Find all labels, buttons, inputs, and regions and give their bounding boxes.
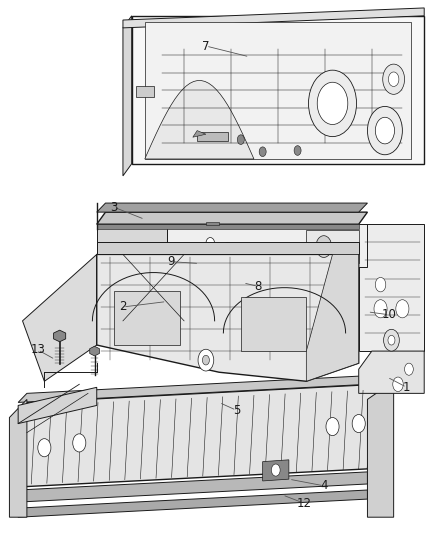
- Circle shape: [198, 349, 214, 371]
- Circle shape: [202, 356, 209, 365]
- Polygon shape: [132, 16, 424, 164]
- Text: 9: 9: [167, 255, 175, 268]
- Bar: [306, 230, 359, 263]
- Text: 7: 7: [202, 39, 210, 53]
- Circle shape: [206, 238, 215, 249]
- Text: 3: 3: [110, 201, 118, 214]
- Polygon shape: [18, 384, 376, 487]
- Circle shape: [237, 135, 244, 144]
- Text: 2: 2: [119, 301, 127, 313]
- Circle shape: [352, 415, 365, 433]
- Polygon shape: [97, 203, 367, 212]
- Circle shape: [38, 439, 51, 457]
- Circle shape: [336, 244, 346, 259]
- Circle shape: [326, 417, 339, 435]
- Text: 12: 12: [297, 497, 312, 510]
- Polygon shape: [123, 8, 424, 28]
- Circle shape: [316, 236, 332, 257]
- Polygon shape: [306, 254, 359, 381]
- Circle shape: [73, 434, 86, 452]
- Polygon shape: [145, 22, 411, 159]
- Polygon shape: [166, 224, 367, 266]
- Polygon shape: [53, 330, 66, 342]
- Bar: [280, 247, 297, 262]
- Polygon shape: [193, 131, 206, 137]
- Text: 5: 5: [233, 404, 240, 417]
- Text: 1: 1: [403, 381, 410, 394]
- Polygon shape: [18, 490, 367, 517]
- Circle shape: [383, 64, 405, 94]
- Circle shape: [272, 464, 280, 476]
- Polygon shape: [206, 222, 219, 225]
- Polygon shape: [18, 375, 376, 402]
- Circle shape: [393, 377, 403, 392]
- Circle shape: [405, 363, 413, 375]
- Circle shape: [384, 329, 399, 351]
- Circle shape: [308, 70, 357, 136]
- Text: 4: 4: [320, 479, 328, 492]
- Bar: [136, 86, 153, 98]
- Polygon shape: [197, 132, 228, 141]
- Circle shape: [396, 300, 409, 318]
- Text: 10: 10: [382, 308, 397, 321]
- Circle shape: [388, 335, 395, 345]
- Polygon shape: [359, 224, 424, 351]
- Polygon shape: [263, 460, 289, 481]
- Polygon shape: [10, 399, 27, 517]
- Circle shape: [188, 245, 197, 257]
- Circle shape: [389, 72, 399, 86]
- Polygon shape: [90, 346, 99, 356]
- Polygon shape: [123, 16, 132, 176]
- Circle shape: [374, 300, 387, 318]
- Circle shape: [367, 107, 403, 155]
- Text: 8: 8: [254, 280, 262, 293]
- Bar: [241, 297, 306, 351]
- Polygon shape: [97, 254, 359, 381]
- Polygon shape: [18, 472, 367, 502]
- Circle shape: [294, 146, 301, 155]
- Polygon shape: [97, 224, 166, 254]
- Polygon shape: [97, 224, 359, 229]
- Circle shape: [375, 117, 395, 144]
- Polygon shape: [97, 212, 367, 224]
- Polygon shape: [367, 381, 394, 517]
- Polygon shape: [145, 80, 254, 159]
- Circle shape: [317, 82, 348, 125]
- Bar: [254, 247, 272, 262]
- Polygon shape: [359, 351, 424, 393]
- Bar: [114, 290, 180, 345]
- Polygon shape: [18, 387, 97, 424]
- Circle shape: [375, 277, 386, 292]
- Text: 13: 13: [30, 343, 45, 357]
- Circle shape: [259, 147, 266, 157]
- Polygon shape: [97, 243, 359, 254]
- Circle shape: [223, 243, 232, 254]
- Polygon shape: [22, 254, 97, 381]
